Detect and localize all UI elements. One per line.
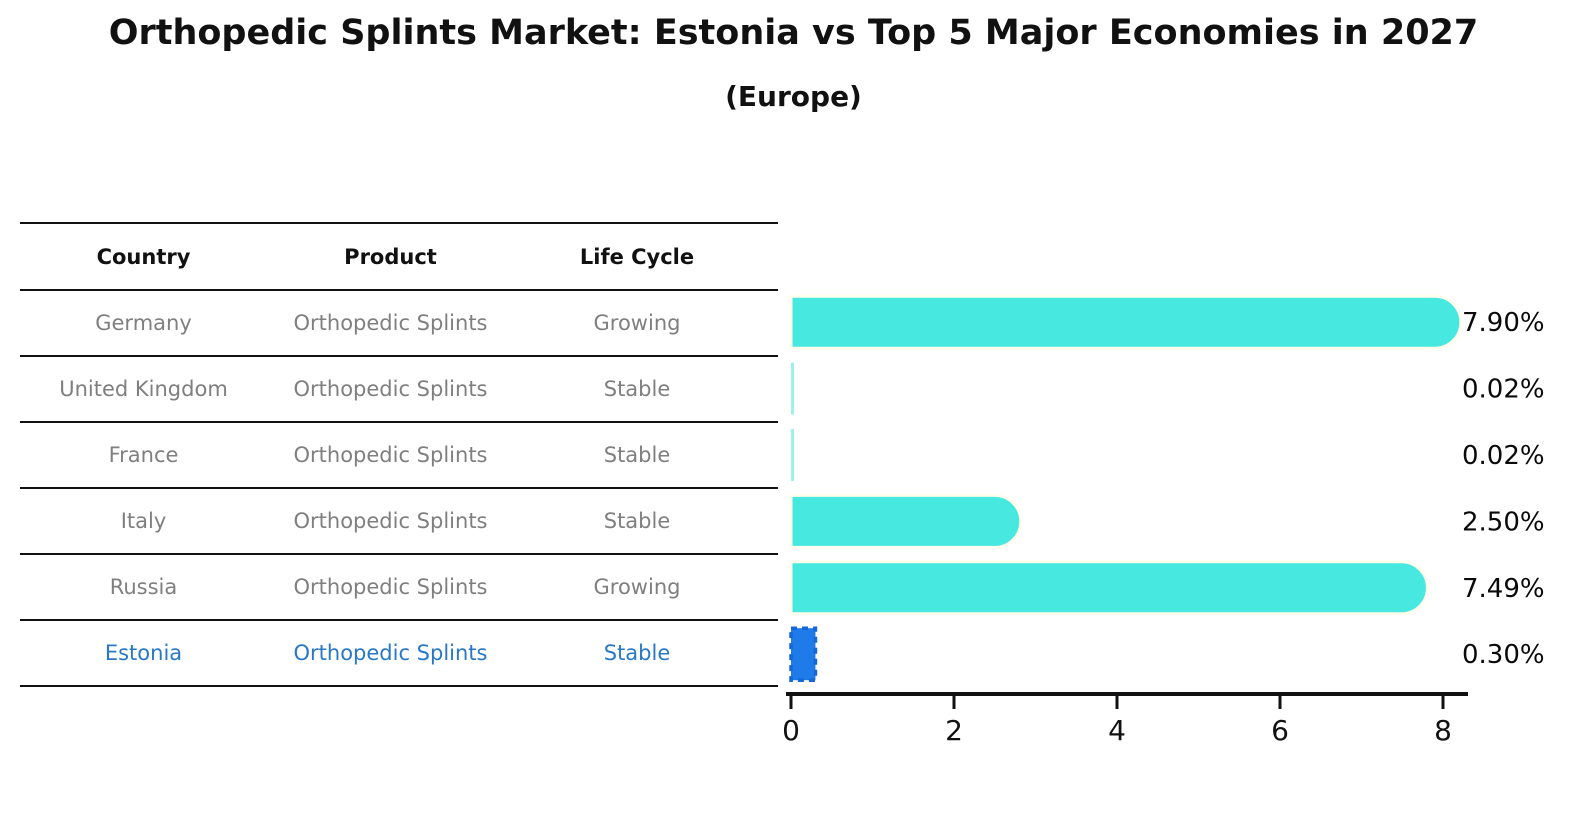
cell-life-cycle: Stable (603, 443, 671, 467)
bar-germany (789, 294, 1463, 350)
table-row-estonia: Estonia Orthopedic Splints Stable (20, 619, 778, 685)
bar-united-kingdom (791, 362, 794, 415)
bar-value-label-russia: 7.49% (1462, 574, 1545, 604)
cell-country: Russia (109, 575, 178, 599)
cell-life-cycle: Stable (603, 641, 671, 665)
table-row-italy: Italy Orthopedic Splints Stable (20, 487, 778, 553)
cell-life-cycle: Stable (603, 509, 671, 533)
cell-product: Orthopedic Splints (293, 575, 488, 599)
table-row-germany: Germany Orthopedic Splints Growing (20, 289, 778, 355)
x-axis-tick-label-4: 4 (1108, 714, 1126, 747)
table-header-product: Product (344, 244, 437, 269)
bar-estonia (789, 626, 818, 682)
bar-france (791, 429, 794, 481)
chart-subtitle: (Europe) (725, 80, 862, 113)
cell-product: Orthopedic Splints (293, 443, 488, 467)
cell-country: Estonia (104, 641, 183, 665)
cell-country: Italy (120, 509, 167, 533)
bar-value-label-france: 0.02% (1462, 441, 1545, 471)
table-header-row: Country Product Life Cycle (20, 224, 778, 289)
bar-value-label-germany: 7.90% (1462, 308, 1545, 338)
cell-life-cycle: Growing (593, 575, 681, 599)
table-header-country: Country (96, 244, 191, 269)
table-row-united-kingdom: United Kingdom Orthopedic Splints Stable (20, 355, 778, 421)
table-row-france: France Orthopedic Splints Stable (20, 421, 778, 487)
cell-country: Germany (95, 311, 192, 335)
x-axis-tick-label-8: 8 (1434, 714, 1452, 747)
cell-country: France (108, 443, 179, 467)
cell-life-cycle: Stable (603, 377, 671, 401)
bar-chart: 7.90% 0.02% 0.02% 2.50% 7.49% 0.30% 0 2 4 6 8 (782, 294, 1545, 747)
x-axis-tick-label-2: 2 (945, 714, 963, 747)
cell-product: Orthopedic Splints (293, 641, 488, 665)
bar-italy (789, 493, 1023, 549)
x-axis-tick-label-6: 6 (1271, 714, 1289, 747)
cell-life-cycle: Growing (593, 311, 681, 335)
bar-value-label-united-kingdom: 0.02% (1462, 375, 1545, 405)
bar-value-label-italy: 2.50% (1462, 507, 1545, 537)
table-header-life-cycle: Life Cycle (579, 244, 695, 269)
bar-value-label-estonia: 0.30% (1462, 640, 1545, 670)
cell-product: Orthopedic Splints (293, 377, 488, 401)
cell-country: United Kingdom (59, 377, 228, 401)
table-row-russia: Russia Orthopedic Splints Growing (20, 553, 778, 619)
x-axis-tick-label-0: 0 (782, 714, 800, 747)
chart-title: Orthopedic Splints Market: Estonia vs To… (108, 13, 1479, 53)
cell-product: Orthopedic Splints (293, 509, 488, 533)
country-table: Country Product Life Cycle Germany Orthopedi… (20, 222, 778, 687)
bar-russia (789, 560, 1429, 616)
cell-product: Orthopedic Splints (293, 311, 488, 335)
